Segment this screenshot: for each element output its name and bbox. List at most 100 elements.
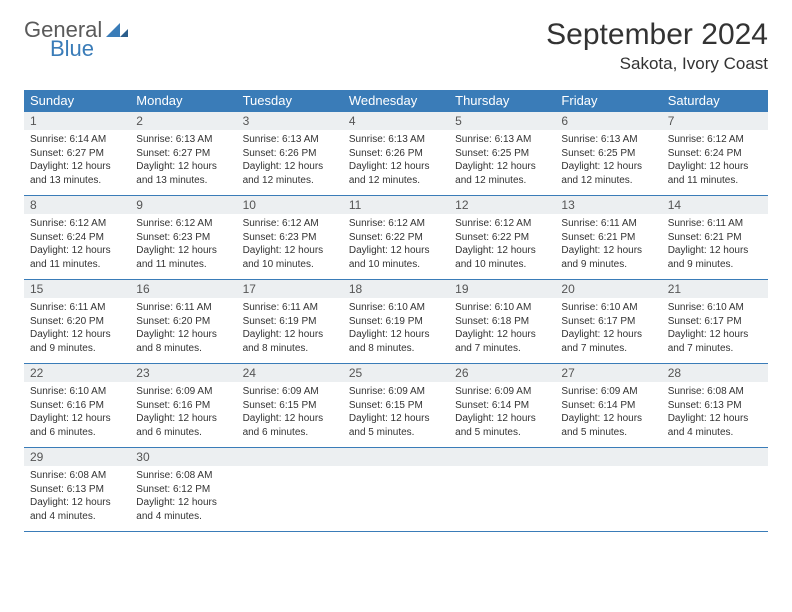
day-number: 1 <box>24 112 130 130</box>
day-number: 24 <box>237 364 343 382</box>
day-day1: Daylight: 12 hours <box>136 328 230 342</box>
day-sunrise: Sunrise: 6:09 AM <box>243 385 337 399</box>
day-day1: Daylight: 12 hours <box>243 244 337 258</box>
day-day1: Daylight: 12 hours <box>668 328 762 342</box>
day-sunset: Sunset: 6:25 PM <box>561 147 655 161</box>
day-day2: and 6 minutes. <box>30 426 124 440</box>
day-sunset: Sunset: 6:13 PM <box>30 483 124 497</box>
day-number: 21 <box>662 280 768 298</box>
day-sunset: Sunset: 6:20 PM <box>136 315 230 329</box>
day-sunrise: Sunrise: 6:09 AM <box>136 385 230 399</box>
week-row: 891011121314Sunrise: 6:12 AMSunset: 6:24… <box>24 195 768 279</box>
week-row: 2930Sunrise: 6:08 AMSunset: 6:13 PMDayli… <box>24 447 768 532</box>
day-sunrise: Sunrise: 6:12 AM <box>30 217 124 231</box>
day-day2: and 12 minutes. <box>561 174 655 188</box>
day-sunset: Sunset: 6:13 PM <box>668 399 762 413</box>
day-day1: Daylight: 12 hours <box>668 412 762 426</box>
day-sunrise: Sunrise: 6:12 AM <box>243 217 337 231</box>
day-day2: and 10 minutes. <box>243 258 337 272</box>
day-sunrise: Sunrise: 6:10 AM <box>349 301 443 315</box>
dow-wednesday: Wednesday <box>343 90 449 111</box>
day-sunset: Sunset: 6:24 PM <box>668 147 762 161</box>
day-day2: and 12 minutes. <box>349 174 443 188</box>
day-day1: Daylight: 12 hours <box>30 328 124 342</box>
day-cell: Sunrise: 6:11 AMSunset: 6:20 PMDaylight:… <box>130 298 236 363</box>
day-cell: Sunrise: 6:09 AMSunset: 6:15 PMDaylight:… <box>237 382 343 447</box>
day-sunset: Sunset: 6:25 PM <box>455 147 549 161</box>
day-sunrise: Sunrise: 6:08 AM <box>668 385 762 399</box>
dow-sunday: Sunday <box>24 90 130 111</box>
day-cell: Sunrise: 6:14 AMSunset: 6:27 PMDaylight:… <box>24 130 130 195</box>
day-number <box>449 448 555 466</box>
day-day2: and 9 minutes. <box>668 258 762 272</box>
day-cell: Sunrise: 6:13 AMSunset: 6:25 PMDaylight:… <box>449 130 555 195</box>
logo: General Blue <box>24 18 128 60</box>
day-number <box>662 448 768 466</box>
day-sunset: Sunset: 6:24 PM <box>30 231 124 245</box>
day-sunrise: Sunrise: 6:13 AM <box>136 133 230 147</box>
day-cell <box>343 466 449 531</box>
day-day1: Daylight: 12 hours <box>349 160 443 174</box>
day-number: 17 <box>237 280 343 298</box>
day-sunset: Sunset: 6:15 PM <box>243 399 337 413</box>
day-day1: Daylight: 12 hours <box>136 160 230 174</box>
day-cell: Sunrise: 6:12 AMSunset: 6:24 PMDaylight:… <box>24 214 130 279</box>
day-cell: Sunrise: 6:13 AMSunset: 6:25 PMDaylight:… <box>555 130 661 195</box>
day-number: 26 <box>449 364 555 382</box>
day-number: 5 <box>449 112 555 130</box>
day-number: 6 <box>555 112 661 130</box>
day-cell: Sunrise: 6:11 AMSunset: 6:20 PMDaylight:… <box>24 298 130 363</box>
day-day2: and 13 minutes. <box>136 174 230 188</box>
header: General Blue September 2024 Sakota, Ivor… <box>24 18 768 74</box>
day-number: 8 <box>24 196 130 214</box>
day-sunset: Sunset: 6:12 PM <box>136 483 230 497</box>
day-day1: Daylight: 12 hours <box>668 160 762 174</box>
day-sunrise: Sunrise: 6:10 AM <box>30 385 124 399</box>
day-day2: and 10 minutes. <box>455 258 549 272</box>
day-sunset: Sunset: 6:23 PM <box>136 231 230 245</box>
day-cell <box>555 466 661 531</box>
day-sunrise: Sunrise: 6:13 AM <box>349 133 443 147</box>
day-day1: Daylight: 12 hours <box>30 412 124 426</box>
day-day1: Daylight: 12 hours <box>243 412 337 426</box>
day-number: 4 <box>343 112 449 130</box>
page-title: September 2024 <box>546 18 768 52</box>
day-sunset: Sunset: 6:21 PM <box>561 231 655 245</box>
day-sunset: Sunset: 6:20 PM <box>30 315 124 329</box>
day-day2: and 4 minutes. <box>30 510 124 524</box>
day-day2: and 11 minutes. <box>136 258 230 272</box>
day-number <box>237 448 343 466</box>
dow-monday: Monday <box>130 90 236 111</box>
day-day1: Daylight: 12 hours <box>136 496 230 510</box>
day-number <box>343 448 449 466</box>
day-number: 3 <box>237 112 343 130</box>
day-cell: Sunrise: 6:12 AMSunset: 6:24 PMDaylight:… <box>662 130 768 195</box>
day-day2: and 7 minutes. <box>561 342 655 356</box>
day-day1: Daylight: 12 hours <box>455 328 549 342</box>
day-number: 7 <box>662 112 768 130</box>
day-number: 23 <box>130 364 236 382</box>
day-cell: Sunrise: 6:13 AMSunset: 6:26 PMDaylight:… <box>237 130 343 195</box>
day-sunrise: Sunrise: 6:11 AM <box>561 217 655 231</box>
title-block: September 2024 Sakota, Ivory Coast <box>546 18 768 74</box>
day-sunrise: Sunrise: 6:09 AM <box>561 385 655 399</box>
day-day1: Daylight: 12 hours <box>561 412 655 426</box>
day-day1: Daylight: 12 hours <box>561 160 655 174</box>
day-day1: Daylight: 12 hours <box>136 244 230 258</box>
weeks-container: 1234567Sunrise: 6:14 AMSunset: 6:27 PMDa… <box>24 111 768 532</box>
day-day2: and 13 minutes. <box>30 174 124 188</box>
day-sunset: Sunset: 6:19 PM <box>243 315 337 329</box>
day-number: 15 <box>24 280 130 298</box>
day-number <box>555 448 661 466</box>
week-row: 1234567 Sunrise: 6:14 AMSunset: 6:27 PMDa… <box>24 111 768 195</box>
day-cell: Sunrise: 6:11 AMSunset: 6:21 PMDaylight:… <box>555 214 661 279</box>
day-cell: Sunrise: 6:10 AMSunset: 6:17 PMDaylight:… <box>555 298 661 363</box>
day-number: 2 <box>130 112 236 130</box>
day-number: 30 <box>130 448 236 466</box>
day-day2: and 5 minutes. <box>561 426 655 440</box>
day-sunset: Sunset: 6:17 PM <box>668 315 762 329</box>
day-day2: and 10 minutes. <box>349 258 443 272</box>
day-sunrise: Sunrise: 6:09 AM <box>455 385 549 399</box>
dow-friday: Friday <box>555 90 661 111</box>
day-day2: and 12 minutes. <box>455 174 549 188</box>
